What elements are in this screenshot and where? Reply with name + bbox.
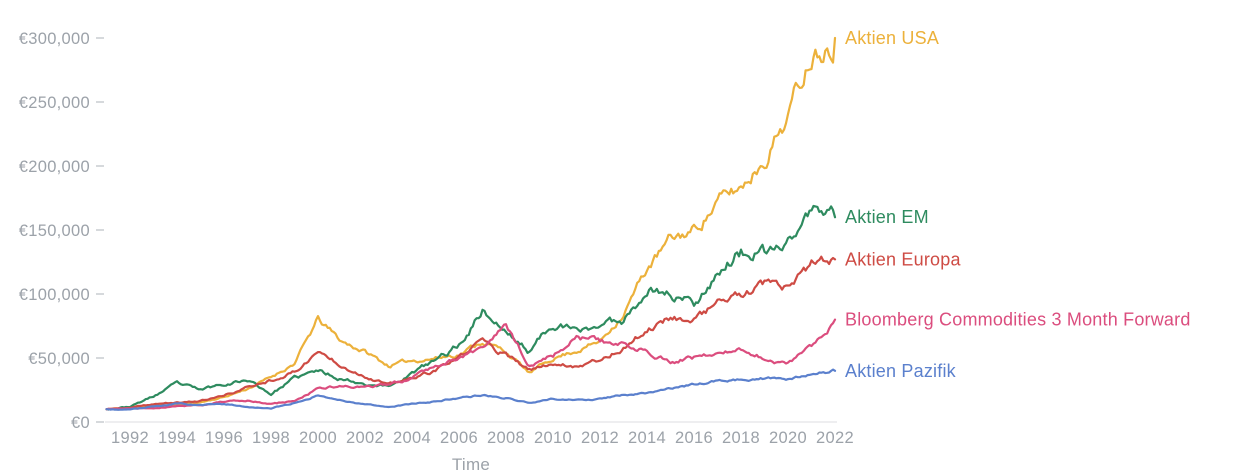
x-axis-tick-label: 2002: [346, 429, 384, 447]
series-line-aktien-usa[interactable]: [105, 36, 837, 411]
x-axis-tick-label: 2020: [769, 429, 807, 447]
y-axis-tick-label: €300,000: [19, 30, 90, 48]
x-axis-tick-label: 2004: [393, 429, 431, 447]
x-axis-tick-label: 2014: [628, 429, 666, 447]
x-axis-tick-label: 2010: [534, 429, 572, 447]
x-axis-tick-label: 2022: [816, 429, 854, 447]
x-axis-tick-label: 2016: [675, 429, 713, 447]
y-axis-tick-label: €150,000: [19, 222, 90, 240]
x-axis-tick-label: 2012: [581, 429, 619, 447]
x-axis-tick-label: 2008: [487, 429, 525, 447]
y-axis-tick-label: €50,000: [28, 350, 90, 368]
series-label-aktien-pazifik[interactable]: Aktien Pazifik: [845, 361, 957, 381]
series-line-aktien-europa[interactable]: [105, 255, 837, 411]
series-label-aktien-europa[interactable]: Aktien Europa: [845, 249, 961, 269]
x-axis-tick-label: 1998: [252, 429, 290, 447]
series-label-bloomberg-commodities-3-month-forward[interactable]: Bloomberg Commodities 3 Month Forward: [845, 310, 1191, 330]
y-axis-tick-label: €0: [71, 414, 90, 432]
x-axis-title: Time: [452, 455, 490, 472]
y-axis-tick-label: €250,000: [19, 94, 90, 112]
series-line-aktien-em[interactable]: [105, 204, 837, 411]
x-axis-tick-label: 1996: [205, 429, 243, 447]
x-axis-tick-label: 1992: [111, 429, 149, 447]
x-axis-tick-label: 2018: [722, 429, 760, 447]
series-label-aktien-usa[interactable]: Aktien USA: [845, 28, 939, 48]
x-axis-tick-label: 2000: [299, 429, 337, 447]
x-axis-tick-label: 2006: [440, 429, 478, 447]
series-label-aktien-em[interactable]: Aktien EM: [845, 207, 929, 227]
y-axis-tick-label: €100,000: [19, 286, 90, 304]
x-axis-tick-label: 1994: [158, 429, 196, 447]
y-axis-tick-label: €200,000: [19, 158, 90, 176]
series-line-aktien-pazifik[interactable]: [105, 368, 837, 411]
series-line-bloomberg-commodities-3-month-forward[interactable]: [105, 318, 837, 411]
